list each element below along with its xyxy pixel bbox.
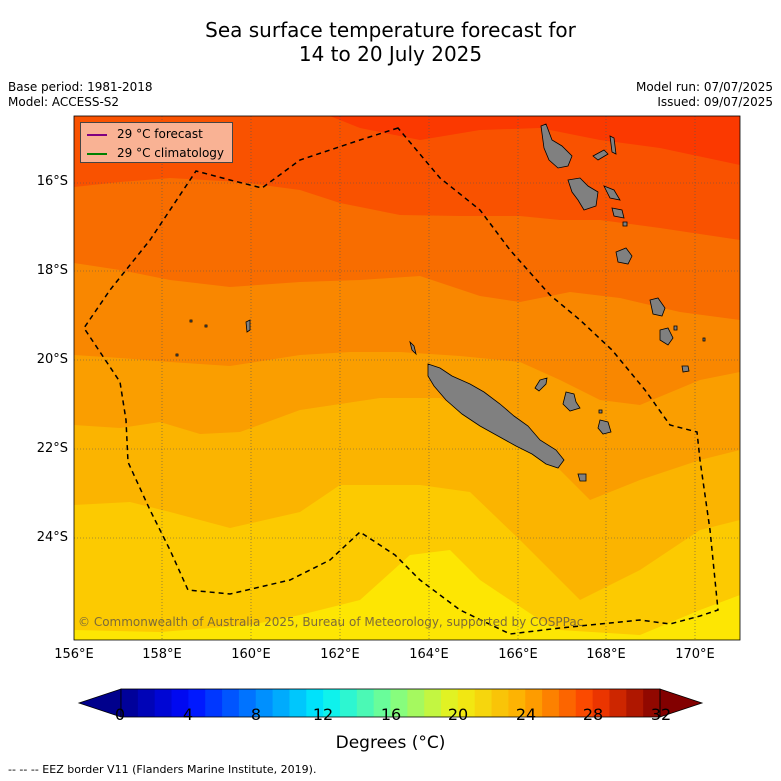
colorbar-tick-8: 8 [250, 705, 262, 724]
band-27-28 [74, 116, 740, 240]
colorbar-segment [390, 689, 408, 717]
lon-label-158e: 158°E [142, 647, 182, 662]
legend-climatology: 29 °C climatology [87, 146, 224, 160]
lon-label-160e: 160°E [231, 647, 271, 662]
map-legend: 29 °C forecast 29 °C climatology [80, 122, 233, 163]
base-period: Base period: 1981-2018 [8, 80, 153, 94]
climatology-label: 29 °C climatology [117, 146, 225, 160]
forecast-line-swatch [87, 133, 107, 136]
colorbar-segment [154, 689, 173, 717]
issued-date: Issued: 09/07/2025 [657, 95, 773, 109]
colorbar-segment [575, 689, 594, 717]
model-run: Model run: 07/07/2025 [635, 80, 773, 94]
eez-border-note: -- -- -- EEZ border V11 (Flanders Marine… [8, 763, 317, 776]
eez-border [83, 127, 719, 635]
colorbar-segment [558, 689, 577, 717]
copyright-text: © Commonwealth of Australia 2025, Bureau… [78, 615, 584, 629]
colorbar-segment [121, 689, 139, 717]
colorbar-segment [339, 689, 358, 717]
colorbar-segment [188, 689, 206, 717]
colorbar-tick-20: 20 [447, 705, 469, 724]
colorbar-segment [171, 689, 189, 717]
colorbar-frame [120, 688, 661, 718]
colorbar-segment [441, 689, 459, 717]
lon-label-168e: 168°E [586, 647, 626, 662]
colorbar-tick-4: 4 [182, 705, 194, 724]
colorbar-tick-28: 28 [582, 705, 604, 724]
colorbar-segment [407, 689, 425, 717]
temperature-field [74, 116, 740, 640]
meta-right: Model run: 07/07/2025 Issued: 09/07/2025 [636, 80, 773, 110]
colorbar-segment [373, 689, 391, 717]
title-line-2: 14 to 20 July 2025 [298, 42, 483, 66]
lon-label-170e: 170°E [675, 647, 715, 662]
colorbar-segment [592, 689, 610, 717]
colorbar-tick-12: 12 [312, 705, 334, 724]
colorbar-segment [424, 689, 442, 717]
lat-label-22s: 22°S [36, 441, 68, 456]
chart-title: Sea surface temperature forecast for 14 … [0, 18, 781, 66]
colorbar-segment [626, 689, 644, 717]
colorbar-segment [643, 689, 661, 717]
loyalty-far-islands [175, 297, 706, 373]
colorbar-segment [491, 689, 509, 717]
title-line-1: Sea surface temperature forecast for [205, 18, 576, 42]
colorbar-segment [323, 689, 341, 717]
colorbar-segment [609, 689, 627, 717]
lat-label-18s: 18°S [36, 263, 68, 278]
colorbar [77, 688, 704, 718]
meta-left: Base period: 1981-2018 Model: ACCESS-S2 [8, 80, 153, 110]
lon-label-156e: 156°E [54, 647, 94, 662]
colorbar-segment [205, 689, 223, 717]
colorbar-segment [137, 689, 156, 717]
lon-label-164e: 164°E [409, 647, 449, 662]
legend-forecast: 29 °C forecast [87, 127, 203, 141]
lat-label-24s: 24°S [36, 530, 68, 545]
model-name: Model: ACCESS-S2 [8, 95, 120, 109]
lat-label-16s: 16°S [36, 174, 68, 189]
colorbar-tick-32: 32 [650, 705, 672, 724]
colorbar-segment [542, 689, 560, 717]
colorbar-label: Degrees (°C) [335, 733, 446, 753]
colorbar-segment [255, 689, 274, 717]
colorbar-segment [289, 689, 307, 717]
colorbar-segment [508, 689, 526, 717]
climatology-line-swatch [87, 152, 107, 155]
lon-label-166e: 166°E [498, 647, 538, 662]
colorbar-tick-24: 24 [515, 705, 537, 724]
vanuatu [540, 123, 633, 265]
forecast-label: 29 °C forecast [117, 127, 203, 141]
colorbar-segment [222, 689, 240, 717]
colorbar-segment [474, 689, 493, 717]
colorbar-segment [356, 689, 375, 717]
colorbar-segment [457, 689, 476, 717]
lat-label-20s: 20°S [36, 352, 68, 367]
colorbar-tick-16: 16 [380, 705, 402, 724]
lon-label-162e: 162°E [320, 647, 360, 662]
colorbar-segment [525, 689, 543, 717]
new-caledonia [409, 340, 612, 482]
band-28-29 [330, 116, 740, 165]
colorbar-tick-0: 0 [114, 705, 126, 724]
map-frame [73, 115, 741, 641]
colorbar-segment [306, 689, 324, 717]
colorbar-segment [238, 689, 257, 717]
colorbar-segment [272, 689, 290, 717]
